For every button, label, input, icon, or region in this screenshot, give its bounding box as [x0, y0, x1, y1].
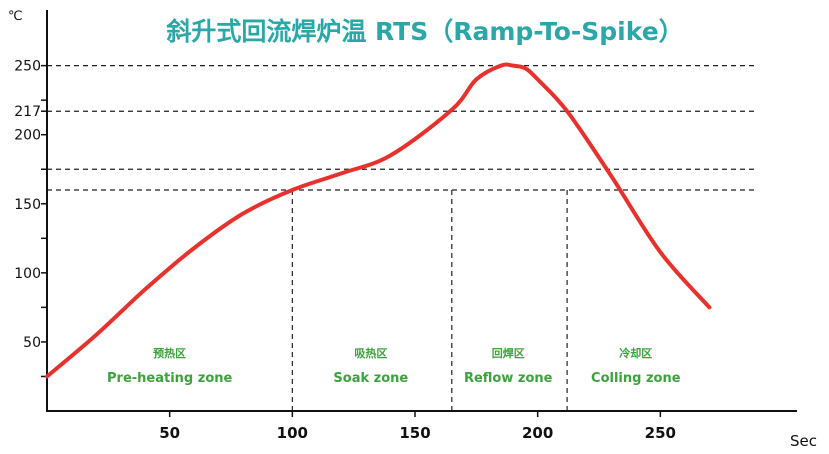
- zone-labels: 预热区 Pre-heating zone 吸热区 Soak zone 回焊区 Reflow…: [107, 346, 681, 386]
- x-axis-unit: Sec: [790, 432, 817, 450]
- y-tick-label: 250: [14, 59, 41, 75]
- x-tick-label: 250: [645, 424, 676, 442]
- reference-lines: [47, 65, 757, 191]
- x-ticks: 50 100 150 200 250: [159, 411, 676, 442]
- temperature-curve-line: [45, 62, 712, 379]
- x-tick-label: 50: [159, 424, 180, 442]
- zone-label-cn: 预热区: [153, 346, 186, 360]
- x-tick-label: 100: [277, 424, 308, 442]
- zone-label-cn: 回焊区: [492, 346, 525, 360]
- zone-label-en: Reflow zone: [464, 371, 553, 386]
- zone-label-en: Soak zone: [333, 371, 408, 386]
- y-tick-label: 217: [14, 104, 41, 120]
- y-tick-label: 100: [14, 266, 41, 282]
- y-tick-label: 200: [14, 128, 41, 144]
- y-ticks: 250 217 200 150 100 50: [14, 59, 47, 378]
- zone-label-en: Colling zone: [591, 371, 681, 386]
- y-tick-label: 150: [14, 197, 41, 213]
- zone-boundaries: [291, 189, 568, 411]
- chart-title: 斜升式回流焊炉温 RTS（Ramp-To-Spike）: [165, 17, 683, 46]
- x-tick-label: 200: [522, 424, 553, 442]
- x-tick-label: 150: [399, 424, 430, 442]
- zone-label-en: Pre-heating zone: [107, 371, 233, 386]
- temperature-curve: [45, 62, 712, 379]
- y-tick-label: 50: [23, 335, 41, 351]
- zone-label-cn: 吸热区: [354, 346, 387, 360]
- y-axis-unit: ℃: [8, 9, 23, 24]
- zone-label-cn: 冷却区: [619, 346, 652, 360]
